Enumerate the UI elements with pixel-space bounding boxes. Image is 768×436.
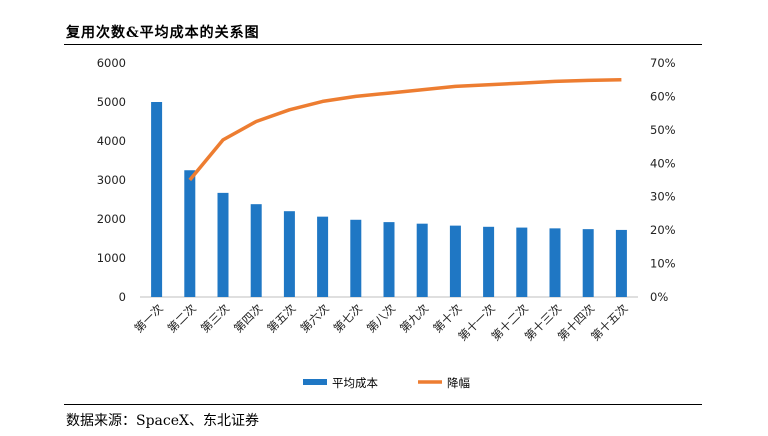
legend-label-avg-cost: 平均成本	[332, 376, 378, 390]
bar	[217, 192, 229, 297]
legend-swatch-avg-cost	[303, 379, 327, 385]
bar	[317, 216, 329, 297]
left-tick-label: 0	[119, 290, 126, 304]
bar	[615, 229, 627, 297]
x-axis-labels: 第一次第二次第三次第四次第五次第六次第七次第八次第九次第十次第十一次第十二次第十…	[131, 301, 630, 344]
x-tick-label: 第七次	[331, 301, 366, 336]
bar	[516, 227, 528, 297]
left-tick-label: 2000	[97, 212, 126, 226]
right-tick-label: 70%	[650, 56, 676, 70]
bar	[350, 219, 362, 297]
x-tick-label: 第八次	[364, 301, 399, 336]
right-tick-label: 30%	[650, 190, 676, 204]
source-note: 数据来源：SpaceX、东北证券	[66, 413, 259, 429]
left-tick-label: 4000	[97, 134, 126, 148]
left-tick-label: 6000	[97, 56, 126, 70]
bar	[449, 225, 461, 297]
legend: 平均成本 降幅	[303, 376, 470, 390]
bar	[549, 228, 561, 297]
bar	[283, 211, 295, 297]
x-tick-label: 第五次	[264, 301, 299, 336]
chart-title: 复用次数&平均成本的关系图	[66, 25, 260, 41]
bar	[184, 170, 196, 297]
bar	[383, 222, 395, 297]
bar	[416, 223, 428, 297]
right-tick-label: 10%	[650, 257, 676, 271]
x-tick-label: 第三次	[198, 301, 233, 336]
chart: 0 1000 2000 3000 4000 5000 6000 0% 10% 20% 30% 40%…	[97, 56, 676, 390]
right-tick-label: 60%	[650, 89, 676, 103]
right-tick-label: 40%	[650, 156, 676, 170]
decline-line	[188, 77, 622, 182]
x-tick-label: 第四次	[231, 301, 266, 336]
right-tick-label: 20%	[650, 223, 676, 237]
x-tick-label: 第六次	[297, 301, 332, 336]
right-tick-label: 50%	[650, 123, 676, 137]
x-tick-label: 第一次	[131, 301, 166, 336]
x-tick-label: 第十五次	[588, 301, 631, 344]
bar-series	[151, 102, 627, 297]
left-tick-label: 1000	[97, 251, 126, 265]
top-divider	[64, 44, 702, 45]
bar	[483, 226, 495, 297]
left-axis: 0 1000 2000 3000 4000 5000 6000	[97, 56, 126, 304]
bar	[151, 102, 163, 297]
x-tick-label: 第九次	[397, 301, 432, 336]
right-axis: 0% 10% 20% 30% 40% 50% 60% 70%	[650, 56, 676, 304]
right-tick-label: 0%	[650, 290, 668, 304]
left-tick-label: 3000	[97, 173, 126, 187]
bar	[582, 229, 594, 297]
left-tick-label: 5000	[97, 95, 126, 109]
bar	[250, 204, 262, 297]
legend-label-decline: 降幅	[447, 376, 470, 390]
bottom-divider	[64, 404, 702, 405]
x-tick-label: 第二次	[165, 301, 200, 336]
